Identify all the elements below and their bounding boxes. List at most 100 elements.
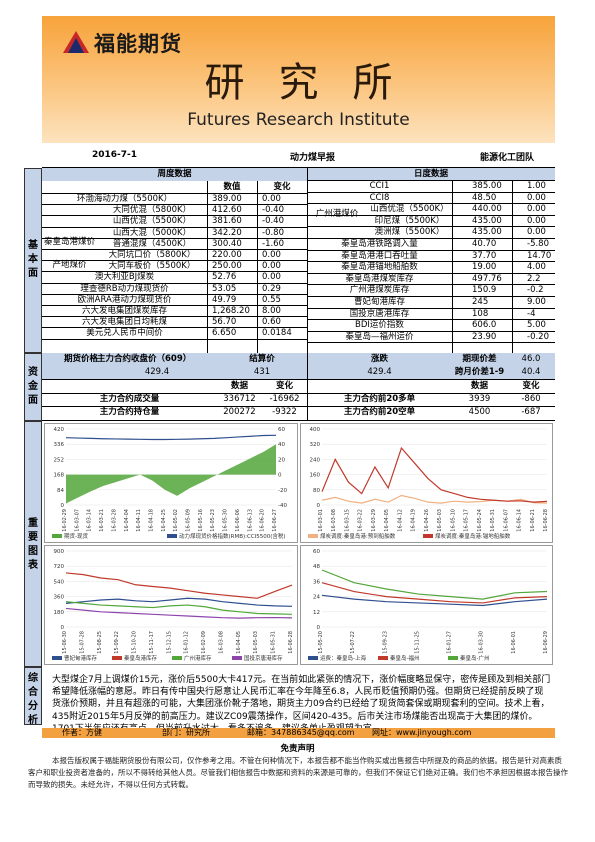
daily-row-value: 435.00 — [472, 215, 502, 226]
weekly-row-change: -0.40 — [262, 205, 284, 216]
legend-swatch — [167, 534, 177, 538]
daily-row-change: -0.20 — [527, 331, 549, 342]
x-tick-label: 16-04-18 — [148, 509, 154, 532]
series-line — [65, 434, 277, 441]
daily-row-change: 0.00 — [527, 192, 546, 203]
x-tick-label: 16-03-21 — [99, 509, 105, 532]
basis-value: 46.0 — [521, 354, 541, 364]
y-tick-label: 420 — [54, 427, 65, 433]
weekly-row-value: 381.60 — [212, 216, 242, 227]
change-label: 涨跌 — [370, 354, 388, 364]
weekly-row-change: 0.00 — [262, 261, 281, 272]
x-tick-label: 16-06-07 — [503, 509, 509, 532]
y-tick-label: 400 — [310, 427, 321, 433]
grid-line — [42, 249, 307, 250]
legend-label: 煤炭调度:秦皇岛港:预到船舶数 — [320, 532, 396, 540]
series-line — [65, 597, 293, 607]
daily-row-name: 印尼煤（5500K） — [374, 215, 445, 226]
x-tick-label: 16-04-25 — [161, 509, 167, 532]
weekly-row-value: 342.20 — [212, 227, 242, 238]
grid-line — [307, 319, 555, 320]
daily-row-name: BDI运价指数 — [355, 320, 404, 331]
series-area — [66, 444, 276, 504]
chart-port-stocks: 0 180 360 540 720 900 15-06-30 15-07-28 15-08-25… — [44, 545, 298, 665]
grid-line — [307, 307, 555, 309]
series-line — [321, 582, 548, 604]
x-tick-label: 16-05-03 — [253, 631, 259, 654]
x-tick-label: 16-05-02 — [173, 509, 179, 532]
y-tick-label: 336 — [54, 442, 65, 448]
report-header: 福能期货 研究所 Futures Research Institute — [42, 16, 555, 143]
y-tick-label: 0 — [61, 503, 65, 509]
daily-row-value: 435.00 — [472, 227, 502, 238]
weekly-title: 周度数据 — [157, 169, 192, 179]
y2-tick-label: -40 — [278, 503, 287, 509]
y-tick-label: 168 — [54, 473, 65, 479]
x-tick-label: 15-09-23 — [382, 631, 388, 654]
company-logo-text: 福能期货 — [94, 32, 182, 56]
legend-swatch — [308, 534, 318, 538]
basic-data-table: 周度数据 日度数据 数值 变化 秦皇岛港煤价 产地煤价 广州港煤价 环渤海动力煤… — [42, 168, 555, 353]
x-tick-label: 16-04-11 — [136, 509, 142, 532]
y-tick-label: 320 — [310, 442, 321, 448]
funds-col-change-2: 变化 — [522, 381, 540, 391]
daily-row-value: 48.50 — [472, 192, 497, 203]
x-tick-label: 15-07-22 — [350, 631, 356, 654]
grid-line — [42, 237, 307, 239]
daily-row-name: 澳洲煤（5500K） — [374, 227, 445, 238]
legend-label: 秦皇岛-广州 — [460, 654, 490, 662]
x-tick-label: 16-05-03 — [437, 509, 443, 532]
x-tick-label: 16-06-28 — [288, 631, 294, 654]
weekly-row-name: 欧洲ARA港动力煤现货价 — [77, 294, 172, 305]
section-charts: 重要图表 — [24, 421, 42, 667]
legend-label: 动力煤现货价格指数(RMB):CCI5500(含税) — [179, 532, 286, 540]
footer-email[interactable]: 邮箱：347886345@qq.com — [247, 728, 355, 737]
funds-rule-3 — [42, 406, 555, 407]
weekly-col-value: 数值 — [223, 182, 241, 192]
grid-line — [42, 327, 307, 328]
top20-short-value: 4500 — [468, 407, 491, 417]
daily-row-change: -5.80 — [527, 239, 549, 249]
y-tick-label: 48 — [313, 564, 320, 570]
daily-row-value: 150.9 — [472, 285, 497, 296]
x-tick-label: 16-05-30 — [223, 509, 229, 532]
grid-line — [307, 272, 555, 274]
grid-line — [307, 226, 555, 227]
x-tick-label: 16-06-13 — [247, 509, 253, 532]
institute-title-en: Futures Research Institute — [187, 110, 410, 130]
x-tick-label: 16-05-09 — [186, 509, 192, 532]
grid-line — [512, 181, 513, 353]
x-tick-label: 16-03-15 — [344, 509, 350, 532]
footer-author: 作者：方健 — [62, 728, 102, 737]
x-tick-label: 16-04-05 — [236, 631, 242, 654]
daily-row-name: CCI1 — [369, 181, 390, 191]
grid-line — [42, 204, 307, 205]
oi-value: 200272 — [223, 407, 256, 417]
x-tick-label: 16-05-10 — [450, 509, 456, 532]
x-tick-label: 16-03-28 — [111, 509, 117, 532]
x-tick-label: 16-06-06 — [235, 509, 241, 532]
daily-row-value: 245 — [472, 297, 489, 307]
top20-long-value: 3939 — [468, 394, 491, 404]
grid-line — [42, 293, 307, 295]
x-tick-label: 16-03-08 — [331, 509, 337, 532]
grid-line — [42, 338, 307, 340]
weekly-row-name: 澳大利亚BJ煤炭 — [94, 272, 155, 283]
section-basic: 基本面 — [24, 168, 42, 353]
basis-label: 期现价差 — [462, 354, 497, 364]
weekly-row-value: 220.00 — [212, 250, 242, 260]
y2-tick-label: 40 — [278, 442, 285, 448]
legend-swatch — [378, 656, 388, 660]
grid-line — [42, 305, 307, 306]
x-tick-label: 16-03-30 — [479, 631, 485, 654]
group-qhd: 秦皇岛港煤价 — [43, 237, 95, 247]
top20-long-change: -860 — [521, 394, 541, 404]
x-tick-label: 16-05-31 — [271, 631, 277, 654]
x-tick-label: 15-06-30 — [62, 631, 68, 654]
footer-site[interactable]: 网址：www.jinyough.com — [372, 728, 472, 737]
x-tick-label: 16-03-01 — [318, 509, 324, 532]
weekly-row-name: 大同车板价（5500K） — [108, 261, 196, 272]
series-line — [65, 572, 293, 599]
grid-line — [42, 282, 307, 284]
daily-title: 日度数据 — [413, 169, 448, 179]
